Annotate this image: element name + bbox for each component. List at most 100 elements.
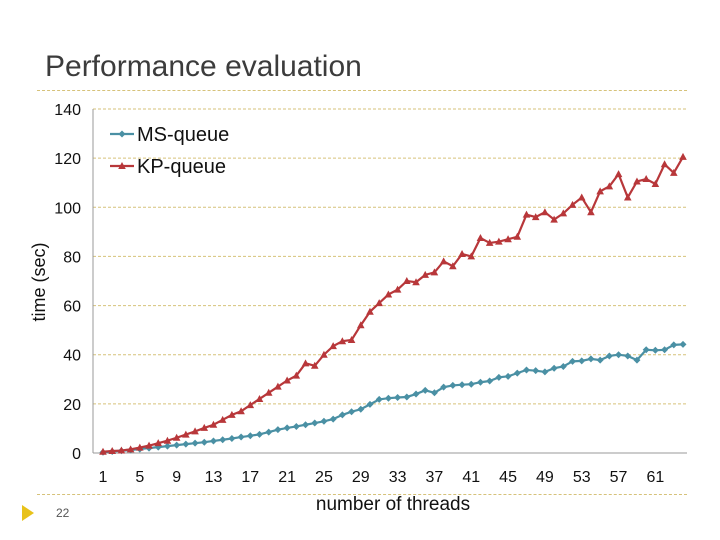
data-point: [486, 377, 494, 385]
series-line: [102, 156, 684, 453]
data-point: [182, 430, 190, 438]
data-point: [283, 424, 291, 432]
data-point: [255, 394, 264, 402]
data-point: [421, 270, 430, 278]
data-point: [467, 380, 475, 388]
data-point: [467, 252, 476, 260]
data-point: [679, 340, 687, 348]
data-point: [173, 441, 181, 449]
data-point: [513, 369, 521, 377]
data-point: [458, 381, 466, 389]
data-point: [329, 415, 337, 423]
data-point: [504, 372, 512, 380]
series-group: [99, 152, 687, 456]
y-tick-label: 20: [63, 397, 81, 414]
data-point: [605, 182, 614, 190]
data-point: [228, 410, 236, 418]
data-point: [495, 373, 503, 381]
data-point: [642, 346, 650, 354]
x-tick-label: 9: [172, 469, 181, 486]
legend: MS-queue KP-queue: [110, 124, 229, 178]
x-tick-label: 57: [610, 469, 628, 486]
data-point: [237, 407, 245, 415]
data-point: [108, 447, 117, 455]
data-point: [200, 423, 209, 431]
data-point: [421, 386, 429, 394]
data-point: [172, 433, 181, 441]
data-point: [356, 321, 365, 329]
data-point: [458, 249, 466, 257]
x-tick-label: 45: [499, 469, 517, 486]
data-point: [191, 439, 199, 447]
data-point: [265, 428, 273, 436]
data-point: [633, 177, 641, 185]
data-point: [605, 352, 613, 360]
legend-label: MS-queue: [137, 124, 229, 146]
data-point: [449, 262, 457, 270]
x-tick-label: 41: [462, 469, 480, 486]
data-point: [485, 238, 494, 246]
data-point: [237, 433, 245, 441]
legend-item-ms-queue: MS-queue: [110, 124, 229, 146]
data-point: [550, 215, 558, 223]
data-point: [559, 363, 567, 371]
y-tick-label: 120: [54, 151, 81, 168]
x-axis-label: number of threads: [316, 494, 470, 515]
data-point: [338, 411, 346, 419]
data-point: [219, 436, 227, 444]
x-tick-label: 1: [99, 469, 108, 486]
data-point: [440, 383, 448, 391]
y-tick-label: 100: [54, 200, 81, 217]
series-line: [102, 343, 684, 454]
data-point: [393, 285, 402, 293]
data-point: [283, 376, 291, 384]
data-point: [596, 356, 604, 364]
data-point: [274, 426, 282, 434]
legend-marker-icon: [118, 162, 126, 169]
slide-title: Performance evaluation: [45, 50, 362, 83]
data-point: [311, 419, 319, 427]
data-point: [348, 408, 356, 416]
data-point: [670, 341, 678, 349]
y-tick-label: 40: [63, 348, 81, 365]
data-point: [651, 346, 659, 354]
data-point: [587, 208, 595, 216]
data-point: [669, 168, 678, 176]
data-point: [679, 152, 687, 160]
data-point: [430, 268, 439, 276]
data-point: [439, 257, 448, 265]
footer-divider-line: [37, 494, 687, 495]
data-point: [430, 389, 438, 397]
x-tick-label: 21: [278, 469, 296, 486]
data-point: [394, 393, 402, 401]
data-point: [209, 437, 217, 445]
data-point: [522, 366, 530, 374]
data-point: [256, 430, 264, 438]
series-ms-queue: [99, 340, 687, 456]
y-tick-label: 0: [72, 446, 81, 463]
data-point: [384, 394, 392, 402]
data-point: [264, 388, 273, 396]
series-kp-queue: [99, 152, 687, 455]
data-point: [292, 371, 301, 379]
x-tick-label: 29: [352, 469, 370, 486]
data-point: [375, 299, 383, 307]
title-divider-line: [37, 90, 687, 91]
data-point: [476, 234, 485, 241]
x-tick-label: 49: [536, 469, 554, 486]
data-point: [504, 235, 512, 243]
data-point: [587, 355, 595, 363]
y-axis-label: time (sec): [29, 242, 49, 321]
data-point: [412, 278, 420, 286]
slide-number-marker-icon: [22, 505, 34, 521]
data-point: [320, 417, 328, 425]
data-point: [578, 357, 586, 365]
data-point: [246, 432, 254, 440]
data-point: [117, 446, 126, 454]
data-point: [310, 361, 319, 369]
data-point: [366, 307, 374, 315]
data-point: [347, 335, 356, 343]
data-point: [274, 382, 282, 390]
data-point: [614, 170, 623, 178]
